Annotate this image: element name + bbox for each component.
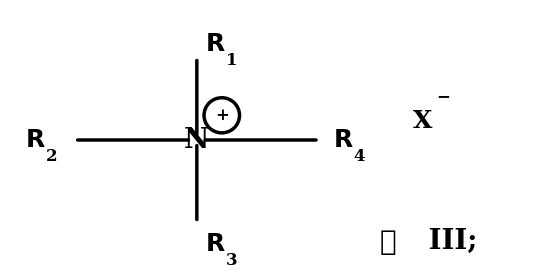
Text: +: + [215, 107, 228, 124]
Text: −: − [436, 88, 450, 105]
Text: $\mathbf{R}$: $\mathbf{R}$ [25, 128, 46, 152]
Text: N: N [184, 127, 209, 153]
Text: 1: 1 [226, 52, 237, 69]
Text: X: X [413, 109, 432, 133]
Text: 式: 式 [380, 228, 396, 256]
Text: III;: III; [419, 228, 477, 255]
Text: 2: 2 [46, 148, 58, 165]
Text: 3: 3 [226, 252, 238, 269]
Text: $\mathbf{R}$: $\mathbf{R}$ [333, 128, 353, 152]
Text: 4: 4 [354, 148, 365, 165]
Text: $\mathbf{R}$: $\mathbf{R}$ [205, 32, 226, 56]
Text: $\mathbf{R}$: $\mathbf{R}$ [205, 232, 226, 256]
